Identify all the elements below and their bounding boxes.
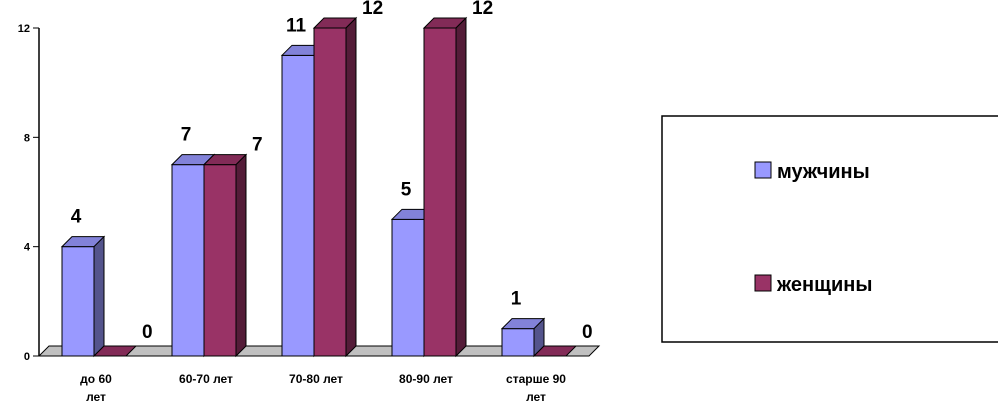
bar-front (281, 54, 315, 357)
legend-box (661, 115, 998, 343)
y-axis-ticks: 0 4 8 12 (18, 23, 39, 363)
data-label: 0 (582, 322, 593, 343)
bar-front (61, 246, 95, 357)
legend-swatch-male (754, 161, 772, 179)
bar (422, 16, 468, 358)
data-label: 5 (401, 179, 412, 200)
data-labels: 4 0 7 7 11 12 5 12 1 0 (71, 0, 593, 343)
bar (92, 345, 138, 357)
category-label: до 60 лет (80, 372, 112, 404)
category-label: старше 90 лет (506, 372, 566, 404)
bar-front (313, 27, 347, 357)
bar-side (455, 16, 467, 358)
data-label: 12 (362, 0, 383, 19)
data-label: 11 (286, 15, 307, 36)
bar-top (92, 345, 138, 357)
bar-front (203, 164, 237, 357)
bar-top (532, 345, 578, 357)
bar (60, 235, 106, 358)
category-label: 60-70 лет (179, 372, 233, 386)
data-label: 4 (71, 207, 82, 228)
bar-side (235, 153, 247, 358)
y-tick-label: 8 (24, 132, 30, 144)
data-label: 12 (472, 0, 493, 19)
bar-front (501, 328, 535, 357)
data-label: 1 (511, 289, 522, 310)
bar (532, 345, 578, 357)
legend-label-female: женщины (776, 274, 872, 296)
bar-side (345, 16, 357, 358)
category-labels: до 60 лет 60-70 лет 70-80 лет 80-90 лет старш… (80, 372, 566, 404)
bar (202, 153, 248, 358)
y-tick-label: 0 (24, 351, 30, 363)
category-label: 70-80 лет (289, 372, 343, 386)
bar-front (171, 164, 205, 357)
legend: мужчины женщины (661, 115, 998, 343)
legend-label-male: мужчины (777, 161, 870, 183)
bars (60, 16, 578, 358)
y-tick-label: 4 (24, 242, 31, 254)
bar-side (93, 235, 105, 358)
bar (500, 317, 546, 358)
data-label: 7 (252, 135, 263, 156)
bar-front (423, 27, 457, 357)
y-tick-label: 12 (18, 23, 30, 35)
bar-front (391, 218, 425, 357)
data-label: 0 (142, 322, 153, 343)
data-label: 7 (181, 125, 192, 146)
legend-swatch-female (754, 274, 772, 292)
category-label: 80-90 лет (399, 372, 453, 386)
bar (312, 16, 358, 358)
